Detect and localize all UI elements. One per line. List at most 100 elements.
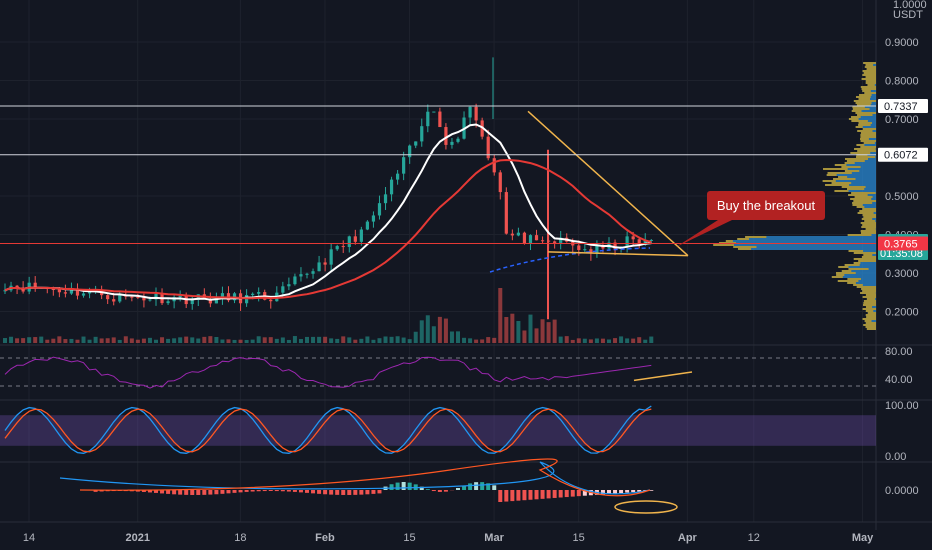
volume-bar — [335, 338, 340, 343]
annotation-callout[interactable]: Buy the breakout — [676, 191, 825, 247]
volume-bar — [111, 337, 116, 343]
profile-edge — [847, 282, 856, 284]
volume-bar — [256, 336, 261, 343]
time-tick-label: 2021 — [125, 532, 149, 544]
profile-edge — [823, 168, 848, 170]
price-axis[interactable]: 0.90000.80000.70000.50000.40000.30000.20… — [878, 37, 928, 497]
profile-edge — [863, 142, 875, 144]
candle-body — [371, 215, 376, 222]
volume-bar — [178, 337, 183, 343]
profile-bar — [834, 190, 876, 192]
volume-bar — [274, 338, 279, 343]
profile-bar — [847, 282, 876, 284]
volume-bar — [582, 338, 587, 343]
candle-body — [492, 158, 496, 173]
macd-histogram-bar — [637, 490, 642, 492]
volume-bar — [449, 331, 454, 343]
candle-body — [377, 203, 382, 216]
volume-bar — [305, 336, 309, 343]
profile-edge — [863, 62, 876, 64]
volume-bar — [371, 339, 376, 343]
volume-bar — [389, 336, 394, 343]
macd-histogram-bar — [516, 490, 521, 501]
profile-edge — [850, 198, 872, 200]
volume-bar — [401, 337, 406, 343]
profile-edge — [854, 196, 873, 198]
profile-edge — [862, 74, 876, 76]
volume-bar — [196, 338, 201, 343]
candle-body — [142, 297, 146, 301]
profile-bar — [822, 180, 876, 182]
volume-bar — [117, 339, 122, 343]
macd-histogram-bar — [154, 490, 158, 493]
candle-body — [166, 301, 170, 304]
volume-bar — [558, 336, 563, 343]
profile-edge — [863, 304, 876, 306]
quote-label: 1.0000 USDT — [893, 0, 927, 21]
macd-histogram-bar — [552, 490, 557, 498]
volume-bar — [413, 331, 418, 343]
profile-edge — [856, 206, 865, 208]
candle-body — [329, 249, 333, 265]
macd-histogram-bar — [504, 490, 509, 502]
volume-bar — [87, 339, 92, 343]
candle-body — [613, 242, 617, 250]
candle-body — [118, 295, 122, 302]
profile-edge — [853, 252, 876, 254]
profile-edge — [864, 66, 876, 68]
volume-bar — [208, 336, 213, 343]
volume-bar — [298, 339, 303, 343]
volume-bar — [643, 339, 648, 343]
candle-body — [57, 289, 61, 293]
profile-edge — [859, 210, 876, 212]
volume-bar — [317, 336, 322, 343]
candle-body — [69, 288, 74, 294]
rsi-trendline — [633, 371, 693, 382]
time-tick-label: Apr — [678, 532, 698, 544]
time-axis[interactable]: 14 2021 18 Feb 15 Mar 15 Apr 12 May — [23, 532, 874, 544]
price-tick-label: 0.5000 — [885, 191, 919, 203]
macd-histogram-bar — [238, 490, 243, 493]
profile-edge — [862, 214, 876, 216]
profile-edge — [853, 258, 876, 260]
macd-histogram-bar — [401, 482, 406, 490]
candle-body — [335, 246, 339, 250]
volume-bar — [359, 338, 364, 343]
profile-bar — [844, 170, 876, 172]
volume-bar — [123, 336, 128, 343]
macd-histogram-bar — [377, 490, 382, 494]
profile-edge — [861, 78, 876, 80]
macd-histogram-bar — [268, 490, 273, 492]
candle-body — [353, 236, 357, 242]
profile-edge — [866, 316, 876, 318]
volume-bar — [268, 337, 273, 343]
macd-histogram-bar — [480, 482, 485, 490]
volume-bar — [244, 339, 249, 343]
candle-body — [516, 232, 520, 236]
macd-histogram-bar — [619, 490, 624, 493]
profile-edge — [733, 246, 757, 248]
volume-bar — [286, 339, 291, 343]
candle-body — [341, 246, 345, 248]
macd-histogram-bar — [558, 490, 563, 498]
candle-body — [595, 245, 599, 254]
macd-histogram-bar — [649, 490, 654, 491]
support-curve — [489, 247, 651, 273]
price-badge — [878, 236, 928, 251]
profile-edge — [863, 72, 876, 74]
volume-bar — [522, 330, 527, 343]
volume-bar — [443, 318, 448, 343]
macd-histogram-bar — [625, 490, 630, 493]
profile-edge — [858, 124, 871, 126]
candle-body — [154, 293, 158, 300]
profile-edge — [866, 68, 876, 70]
volume-bar — [141, 338, 146, 343]
candle-body — [522, 232, 527, 244]
volume-bar — [27, 337, 32, 343]
profile-edge — [838, 176, 848, 178]
profile-bar — [825, 184, 876, 186]
profile-edge — [858, 260, 876, 262]
candle-body — [251, 293, 255, 295]
candle-body — [51, 288, 55, 290]
